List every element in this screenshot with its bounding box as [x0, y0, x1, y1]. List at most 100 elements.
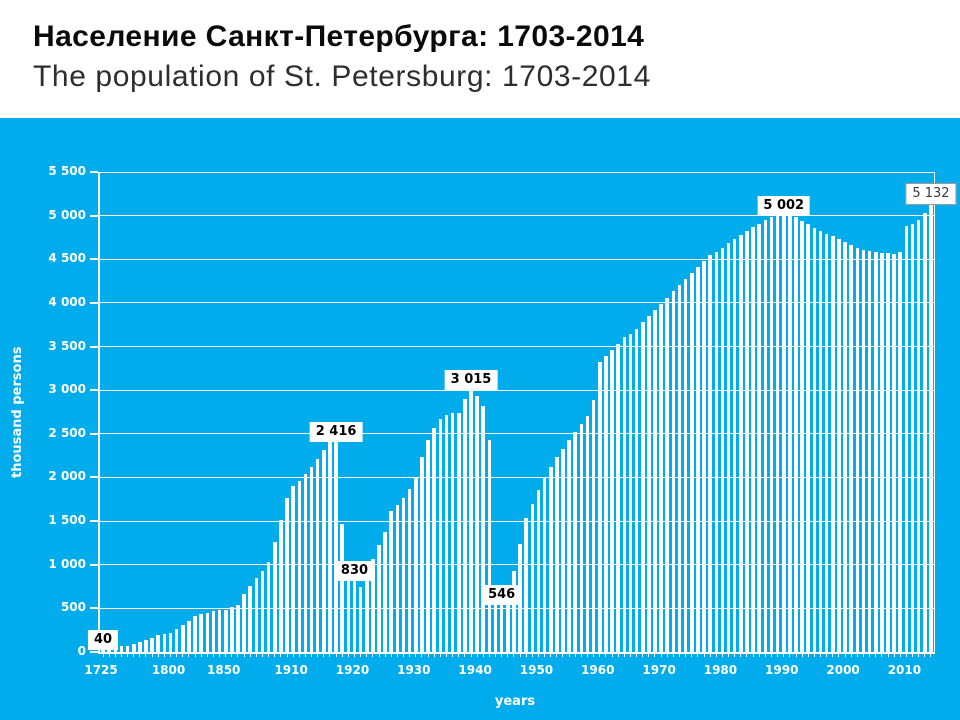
x-tick-label: 1960 — [581, 663, 615, 677]
x-axis-minor-tick — [525, 652, 527, 657]
x-axis-minor-tick — [685, 652, 687, 657]
bar — [597, 362, 602, 652]
x-axis-minor-tick — [550, 652, 552, 657]
bar — [340, 523, 345, 652]
x-axis-minor-tick — [807, 652, 809, 657]
bar — [426, 439, 430, 652]
x-tick-label: 1850 — [207, 663, 241, 677]
x-axis-minor-tick — [427, 652, 429, 657]
y-tick-label: 3 500 — [48, 338, 86, 353]
x-axis-minor-tick — [709, 652, 711, 657]
x-axis-minor-tick — [378, 652, 380, 657]
x-axis-minor-tick — [789, 652, 791, 657]
y-tick-label: 1 000 — [48, 556, 86, 571]
bar — [217, 610, 222, 652]
bar — [487, 439, 492, 652]
y-tick-label: 2 000 — [48, 469, 86, 484]
bar — [438, 419, 443, 652]
bar — [125, 645, 130, 652]
x-axis-minor-tick — [372, 652, 374, 657]
bar — [168, 632, 173, 652]
x-axis-minor-tick — [231, 652, 233, 657]
x-tick-label: 1930 — [397, 663, 431, 677]
bar — [794, 216, 798, 652]
x-axis-minor-tick — [335, 652, 337, 657]
x-tick-label: 1910 — [274, 663, 308, 677]
slide-title-russian: Население Санкт-Петербурга: 1703-2014 — [33, 20, 645, 53]
bar — [610, 349, 614, 652]
x-axis-minor-tick — [292, 652, 294, 657]
y-tick-label: 2 500 — [48, 425, 86, 440]
x-axis-minor-tick — [672, 652, 674, 657]
x-axis-minor-tick — [311, 652, 313, 657]
bar — [745, 230, 749, 652]
x-axis-minor-tick — [501, 652, 503, 657]
x-axis-minor-tick — [721, 652, 723, 657]
x-axis-minor-tick — [139, 652, 141, 657]
x-axis-minor-tick — [623, 652, 625, 657]
gridline — [100, 346, 934, 348]
x-axis-minor-tick — [856, 652, 858, 657]
x-axis-minor-tick — [715, 652, 717, 657]
bar — [463, 399, 467, 652]
x-axis-minor-tick — [390, 652, 392, 657]
x-axis-minor-tick — [801, 652, 803, 657]
gridline — [100, 433, 934, 435]
y-tick-mark — [90, 214, 98, 217]
x-tick-label: 2010 — [887, 663, 922, 677]
x-axis-minor-tick — [188, 652, 190, 657]
bar — [561, 448, 565, 652]
bar — [266, 561, 271, 652]
x-axis-minor-tick — [746, 652, 748, 657]
bar — [677, 285, 682, 652]
gridline — [100, 302, 934, 304]
bar — [665, 297, 670, 652]
bar — [236, 604, 240, 652]
bar — [929, 204, 933, 652]
x-axis-minor-tick — [642, 652, 644, 657]
x-axis-minor-tick — [930, 652, 932, 657]
x-axis-minor-tick — [274, 652, 276, 657]
bar — [395, 505, 400, 652]
x-axis-minor-tick — [875, 652, 877, 657]
y-tick-label: 1 500 — [48, 513, 86, 528]
x-axis-minor-tick — [887, 652, 889, 657]
bar — [726, 243, 731, 652]
y-tick-label: 3 000 — [48, 382, 86, 397]
x-axis-minor-tick — [777, 652, 779, 657]
bar — [622, 336, 627, 652]
x-axis-minor-tick — [617, 652, 619, 657]
x-axis-minor-tick — [243, 652, 245, 657]
x-axis-minor-tick — [317, 652, 319, 657]
x-axis-minor-tick — [881, 652, 883, 657]
x-axis-minor-tick — [660, 652, 662, 657]
bar — [861, 249, 866, 652]
value-callout: 2 416 — [309, 422, 363, 443]
x-axis-minor-tick — [304, 652, 306, 657]
x-tick-label: 1940 — [458, 663, 492, 677]
x-axis-minor-tick — [905, 652, 907, 657]
bar — [383, 531, 387, 652]
bar — [180, 625, 185, 652]
x-axis-minor-tick — [770, 652, 772, 657]
bar — [647, 316, 651, 652]
bar — [739, 234, 743, 652]
bar — [285, 498, 289, 652]
bar — [653, 309, 657, 652]
gridline — [100, 171, 934, 173]
bar — [475, 396, 479, 652]
bar — [788, 215, 792, 652]
bar — [806, 224, 811, 652]
bar — [315, 458, 320, 652]
x-tick-label: 1800 — [151, 663, 186, 677]
x-axis-minor-tick — [507, 652, 509, 657]
bar — [193, 616, 197, 652]
bar — [604, 356, 608, 652]
bar — [205, 612, 210, 652]
x-axis-minor-tick — [458, 652, 460, 657]
bar — [524, 517, 528, 652]
gridline — [100, 520, 934, 522]
bar — [659, 304, 663, 652]
slide-header: Население Санкт-Петербурга: 1703-2014 Th… — [0, 0, 960, 118]
bar — [211, 610, 216, 652]
